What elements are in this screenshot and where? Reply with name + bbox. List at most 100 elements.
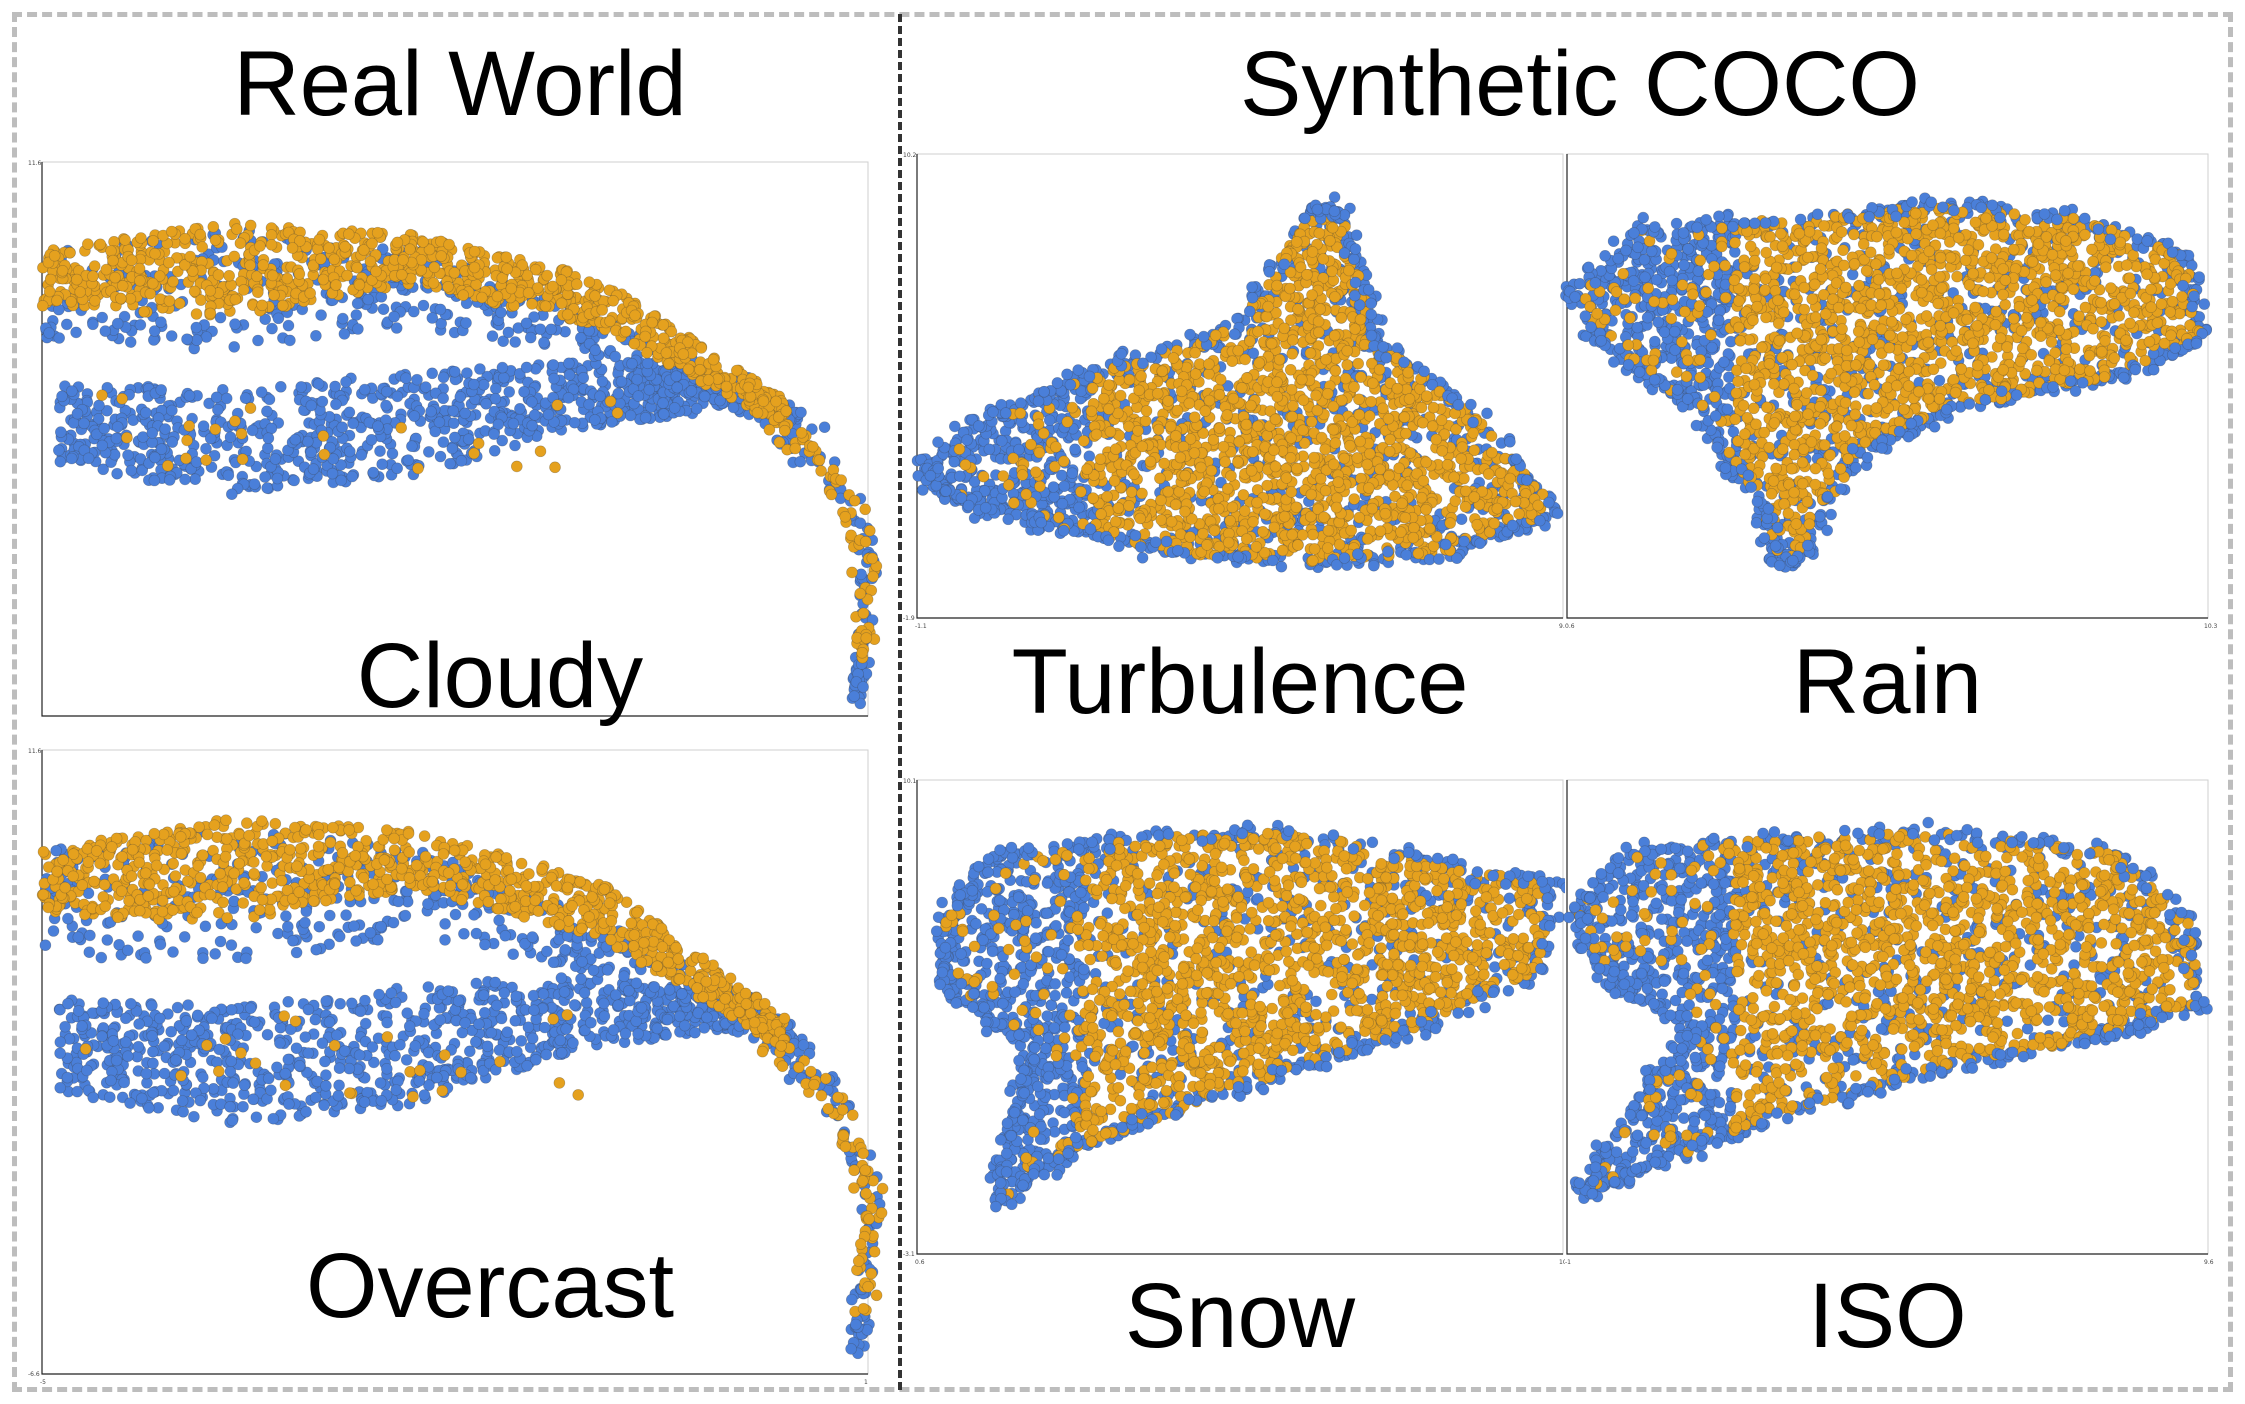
- orange-point: [144, 287, 157, 300]
- orange-point: [719, 993, 732, 1005]
- blue-point: [403, 1020, 416, 1033]
- blue-point: [392, 895, 405, 908]
- blue-point: [191, 334, 203, 346]
- blue-point: [540, 1048, 553, 1061]
- blue-point: [185, 1029, 198, 1041]
- blue-point: [213, 1043, 226, 1056]
- blue-point: [171, 1001, 184, 1014]
- blue-point: [209, 948, 221, 960]
- orange-point: [813, 454, 826, 467]
- orange-point: [107, 254, 119, 267]
- orange-point: [534, 445, 547, 458]
- orange-point: [531, 282, 544, 294]
- blue-point: [327, 453, 340, 465]
- orange-point: [167, 275, 179, 288]
- blue-point: [607, 1024, 620, 1036]
- blue-point: [246, 424, 259, 437]
- blue-point: [562, 392, 575, 404]
- blue-point: [470, 977, 483, 990]
- blue-point: [538, 1021, 551, 1034]
- orange-point: [549, 461, 561, 474]
- blue-point: [225, 939, 238, 951]
- blue-point: [146, 999, 158, 1012]
- orange-point: [37, 846, 50, 858]
- orange-point: [455, 894, 468, 906]
- heading-real-world: Real World: [233, 33, 687, 135]
- orange-point: [848, 1182, 860, 1194]
- blue-point: [854, 697, 867, 710]
- orange-point: [437, 848, 450, 860]
- blue-point: [797, 1039, 810, 1051]
- orange-point: [220, 814, 232, 826]
- blue-point: [423, 1079, 435, 1092]
- orange-point: [188, 285, 201, 298]
- blue-point: [632, 390, 645, 402]
- orange-point: [313, 233, 326, 246]
- orange-point: [489, 874, 502, 886]
- blue-point: [178, 931, 191, 943]
- blue-point: [271, 1061, 283, 1074]
- orange-point: [655, 922, 668, 935]
- orange-point: [604, 315, 616, 327]
- blue-point: [181, 333, 193, 345]
- orange-point: [491, 290, 504, 303]
- orange-point: [472, 437, 485, 450]
- orange-point: [748, 1016, 761, 1029]
- blue-point: [678, 1019, 691, 1032]
- orange-point: [730, 364, 743, 377]
- orange-point: [553, 1077, 566, 1089]
- orange-point: [36, 300, 49, 312]
- orange-point: [248, 856, 260, 868]
- orange-point: [51, 294, 63, 307]
- figure-frame: [12, 12, 2233, 1392]
- orange-point: [148, 827, 161, 840]
- blue-point: [289, 433, 302, 446]
- orange-point: [628, 929, 641, 941]
- orange-point: [312, 840, 325, 853]
- blue-point: [165, 330, 178, 342]
- blue-point: [197, 952, 209, 965]
- orange-point: [414, 1064, 426, 1077]
- orange-point: [88, 875, 100, 888]
- orange-point: [179, 259, 191, 271]
- orange-point: [255, 881, 267, 894]
- blue-point: [147, 1045, 159, 1058]
- orange-point: [336, 847, 349, 859]
- blue-point: [118, 1076, 130, 1089]
- blue-point: [290, 946, 303, 959]
- blue-point: [310, 943, 323, 956]
- blue-point: [61, 1071, 74, 1084]
- blue-point: [54, 426, 67, 438]
- blue-point: [528, 409, 541, 421]
- orange-point: [619, 325, 632, 338]
- blue-point: [104, 1091, 116, 1104]
- orange-point: [317, 273, 330, 286]
- blue-point: [261, 1028, 274, 1041]
- y-tick-top: 11.6: [28, 748, 42, 755]
- orange-point: [523, 868, 535, 880]
- orange-point: [839, 1140, 852, 1153]
- orange-point: [561, 308, 574, 321]
- blue-point: [87, 318, 99, 331]
- blue-point: [587, 964, 600, 977]
- blue-point: [366, 1041, 379, 1053]
- orange-point: [611, 407, 624, 419]
- orange-point: [837, 1129, 850, 1142]
- blue-point: [111, 467, 123, 480]
- blue-point: [282, 996, 294, 1008]
- blue-point: [167, 1084, 180, 1097]
- blue-point: [399, 909, 412, 922]
- blue-point: [502, 326, 515, 339]
- orange-point: [758, 997, 771, 1010]
- orange-point: [266, 835, 279, 847]
- orange-point: [367, 878, 379, 890]
- orange-point: [861, 593, 874, 606]
- blue-point: [343, 1062, 356, 1075]
- blue-point: [522, 1021, 535, 1034]
- blue-point: [501, 1026, 514, 1038]
- orange-point: [550, 880, 563, 892]
- orange-point: [536, 863, 548, 875]
- orange-point: [313, 829, 325, 841]
- orange-point: [770, 395, 782, 408]
- orange-point: [832, 1091, 844, 1104]
